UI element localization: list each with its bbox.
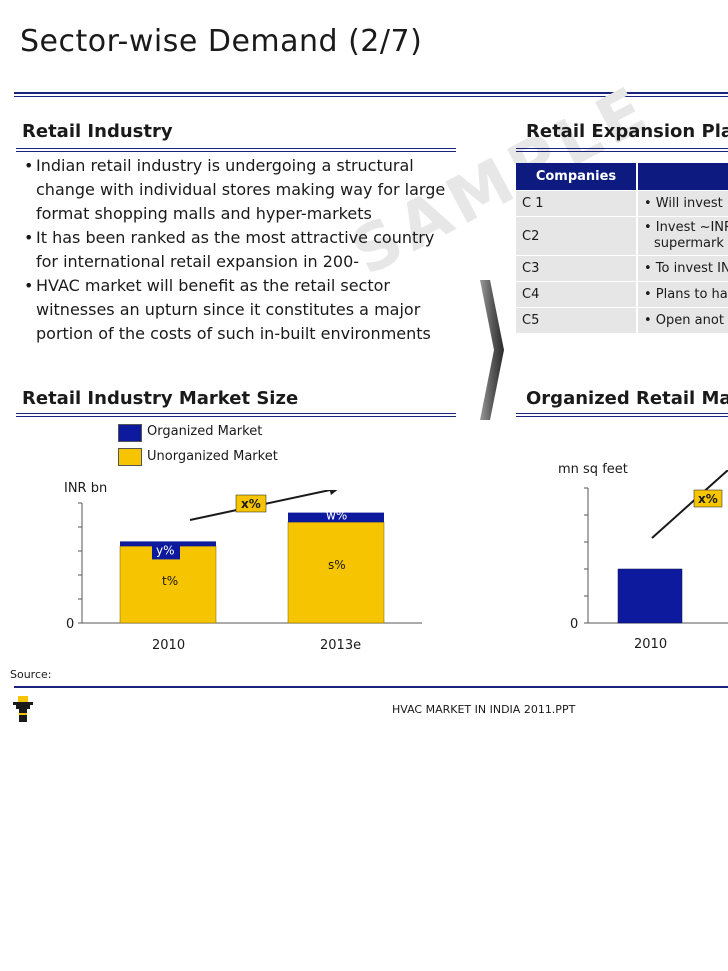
table-row: C4 • Plans to ha (516, 281, 728, 308)
company-cell: C3 (516, 255, 638, 282)
bullet-item: • HVAC market will benefit as the retail … (24, 276, 431, 343)
legend-organized-label: Organized Market (147, 424, 263, 439)
data-label-organized: w% (326, 509, 347, 523)
organized-retail-chart: 0 2010 x% (570, 470, 728, 652)
expansion-table-wrapper: Companies C 1 • Will invest C2 • Invest … (516, 163, 728, 334)
column-header-companies: Companies (516, 163, 638, 191)
retail-industry-heading: Retail Industry (22, 121, 173, 142)
market-size-chart: 0 y% t% 2010 w% s% 2013e x% (66, 490, 422, 653)
retail-industry-bullets: • Indian retail industry is undergoing a … (20, 154, 460, 346)
table-row: C 1 • Will invest (516, 190, 728, 217)
x-tick-label: 2010 (634, 637, 667, 652)
data-label-unorganized: s% (328, 558, 346, 572)
expansion-table: Companies C 1 • Will invest C2 • Invest … (516, 163, 728, 334)
title-rule (14, 92, 728, 97)
plan-cell: • To invest IN (637, 255, 728, 282)
legend-unorganized-label: Unorganized Market (147, 449, 278, 464)
footer-filename: HVAC MARKET IN INDIA 2011.PPT (392, 703, 576, 716)
table-row: C5 • Open anot (516, 307, 728, 334)
legend-organized-swatch (118, 424, 142, 442)
x-tick-label: 2010 (152, 638, 185, 653)
footer-rule (14, 686, 728, 688)
growth-arrow-head (329, 490, 338, 495)
company-cell: C2 (516, 216, 638, 256)
market-size-heading: Retail Industry Market Size (22, 388, 299, 409)
bullet-item: • It has been ranked as the most attracti… (24, 228, 435, 271)
column-header-plans (637, 163, 728, 191)
bullet-text: It has been ranked as the most attractiv… (36, 228, 435, 271)
source-note: Source: (10, 668, 52, 681)
data-label-unorganized: t% (162, 574, 178, 588)
company-cell: C5 (516, 307, 638, 334)
organized-retail-heading: Organized Retail Ma (526, 388, 728, 409)
retail-expansion-rule (516, 148, 728, 152)
growth-label-bg (693, 489, 723, 508)
organized-retail-rule (516, 413, 728, 417)
x-tick-label: 2013e (320, 638, 361, 653)
bar (617, 568, 683, 624)
plan-cell: • Open anot (637, 307, 728, 334)
company-cell: C 1 (516, 190, 638, 217)
chevron-divider-icon (480, 280, 504, 420)
retail-expansion-heading: Retail Expansion Pla (526, 121, 728, 142)
table-header-row: Companies (516, 163, 728, 191)
market-size-rule (16, 413, 456, 417)
growth-label: x% (698, 492, 718, 506)
retail-industry-rule (16, 148, 456, 152)
bullet-item: • Indian retail industry is undergoing a … (24, 156, 446, 223)
legend-unorganized-swatch (118, 448, 142, 466)
bar-unorganized (287, 521, 385, 624)
growth-label-bg (235, 494, 267, 513)
plan-cell: • Will invest (637, 190, 728, 217)
data-label-organized: y% (156, 543, 175, 557)
table-row: C3 • To invest IN (516, 255, 728, 282)
plan-line: • Invest ~INR (644, 220, 728, 235)
growth-label: x% (241, 497, 261, 511)
bullet-text: HVAC market will benefit as the retail s… (36, 276, 431, 343)
plan-line: supermark (654, 236, 724, 251)
y-tick-label: 0 (66, 617, 74, 632)
bullet-text: Indian retail industry is undergoing a s… (36, 156, 446, 223)
data-label-bg (152, 542, 180, 560)
y-tick-label: 0 (570, 617, 578, 632)
lighthouse-logo-icon (13, 696, 33, 722)
y-axis-label: INR bn (64, 481, 108, 496)
y-axis-label: mn sq feet (558, 462, 628, 477)
page-title: Sector-wise Demand (2/7) (20, 24, 423, 59)
bar-organized (288, 512, 384, 523)
table-row: C2 • Invest ~INR supermark (516, 216, 728, 256)
company-cell: C4 (516, 281, 638, 308)
growth-arrow-line (651, 470, 728, 539)
plan-cell: • Invest ~INR supermark (637, 216, 728, 256)
plan-cell: • Plans to ha (637, 281, 728, 308)
